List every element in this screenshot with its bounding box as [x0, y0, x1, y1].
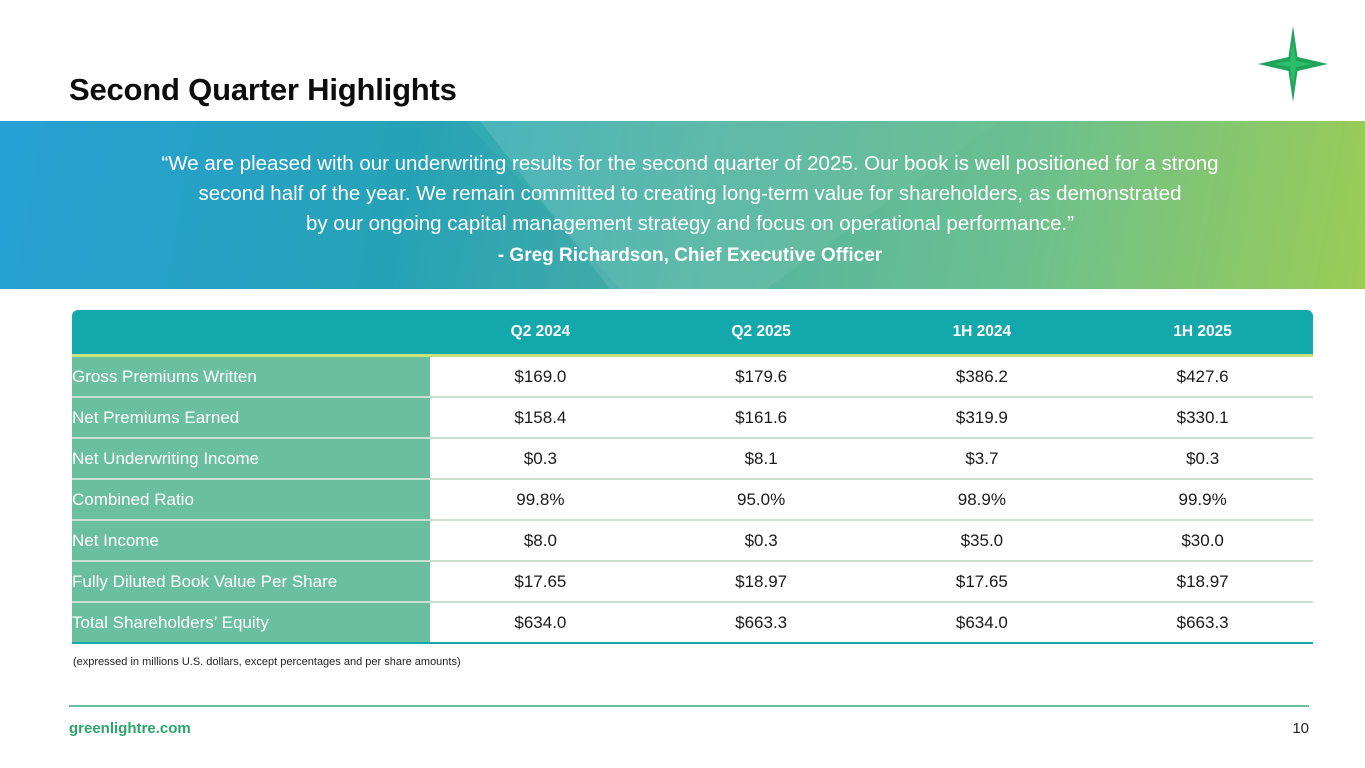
header-cell-q2-2025: Q2 2025 [731, 323, 791, 340]
header-cell-1h-2025: 1H 2025 [1173, 323, 1232, 340]
row-label: Combined Ratio [72, 480, 430, 519]
green-star-icon [1258, 26, 1328, 102]
header-cell-1h-2024: 1H 2024 [952, 323, 1012, 340]
row-label: Net Income [72, 521, 430, 560]
table-cell: $634.0 [514, 612, 567, 632]
ceo-quote: “We are pleased with our underwriting re… [0, 149, 1365, 239]
table-row: Total Shareholders’ Equity $634.0 $663.3… [72, 603, 1313, 644]
table-cell: $330.1 [1176, 407, 1229, 427]
page-number: 10 [1292, 720, 1309, 737]
header-cell-q2-2024: Q2 2024 [510, 323, 571, 340]
table-cell: $17.65 [955, 571, 1008, 591]
table-cell: $18.97 [735, 571, 788, 591]
table-cell: $319.9 [955, 407, 1008, 427]
row-label: Net Premiums Earned [72, 398, 430, 437]
table-cell: 99.8% [516, 489, 565, 509]
table-cell: $427.6 [1176, 366, 1229, 386]
table-cell: $663.3 [1176, 612, 1229, 632]
table-row: Combined Ratio 99.8% 95.0% 98.9% 99.9% [72, 480, 1313, 521]
quote-attribution: - Greg Richardson, Chief Executive Offic… [497, 245, 883, 266]
table-cell: $0.3 [744, 530, 778, 550]
table-cell: 99.9% [1178, 489, 1227, 509]
table-row: Net Underwriting Income $0.3 $8.1 $3.7 $… [72, 439, 1313, 480]
row-label: Fully Diluted Book Value Per Share [72, 562, 430, 601]
table-cell: $161.6 [735, 407, 788, 427]
table-cell: $663.3 [735, 612, 788, 632]
table-cell: $18.97 [1176, 571, 1229, 591]
row-label: Gross Premiums Written [72, 357, 430, 396]
quote-line-1: “We are pleased with our underwriting re… [161, 152, 1219, 175]
row-label: Total Shareholders’ Equity [72, 603, 430, 642]
website-link[interactable]: greenlightre.com [69, 720, 191, 737]
table-row: Fully Diluted Book Value Per Share $17.6… [72, 562, 1313, 603]
quote-banner: “We are pleased with our underwriting re… [0, 121, 1365, 289]
table-cell: $179.6 [735, 366, 788, 386]
highlights-table: Q2 2024 Q2 2025 1H 2024 1H 2025 Gross Pr… [72, 310, 1313, 644]
table-cell: $17.65 [514, 571, 567, 591]
table-cell: $634.0 [955, 612, 1008, 632]
table-header-row: Q2 2024 Q2 2025 1H 2024 1H 2025 [72, 310, 1313, 357]
row-label: Net Underwriting Income [72, 439, 430, 478]
table-row: Net Premiums Earned $158.4 $161.6 $319.9… [72, 398, 1313, 439]
table-row: Net Income $8.0 $0.3 $35.0 $30.0 [72, 521, 1313, 562]
table-cell: 95.0% [737, 489, 786, 509]
table-cell: $35.0 [960, 530, 1004, 550]
table-cell: $386.2 [955, 366, 1008, 386]
table-cell: $3.7 [965, 448, 999, 468]
quote-line-3: by our ongoing capital management strate… [305, 212, 1075, 235]
page-title: Second Quarter Highlights [69, 72, 457, 107]
table-footnote: (expressed in millions U.S. dollars, exc… [73, 656, 461, 668]
table-cell: $8.1 [744, 448, 778, 468]
table-cell: $169.0 [514, 366, 567, 386]
table-cell: $0.3 [1186, 448, 1220, 468]
table-cell: $158.4 [514, 407, 567, 427]
table-cell: $30.0 [1181, 530, 1224, 550]
table-cell: $0.3 [523, 448, 557, 468]
table-cell: $8.0 [523, 530, 557, 550]
table-row: Gross Premiums Written $169.0 $179.6 $38… [72, 357, 1313, 398]
header-cell-label [72, 310, 430, 354]
table-cell: 98.9% [957, 489, 1006, 509]
footer-divider [69, 705, 1309, 707]
quote-line-2: second half of the year. We remain commi… [198, 182, 1182, 205]
